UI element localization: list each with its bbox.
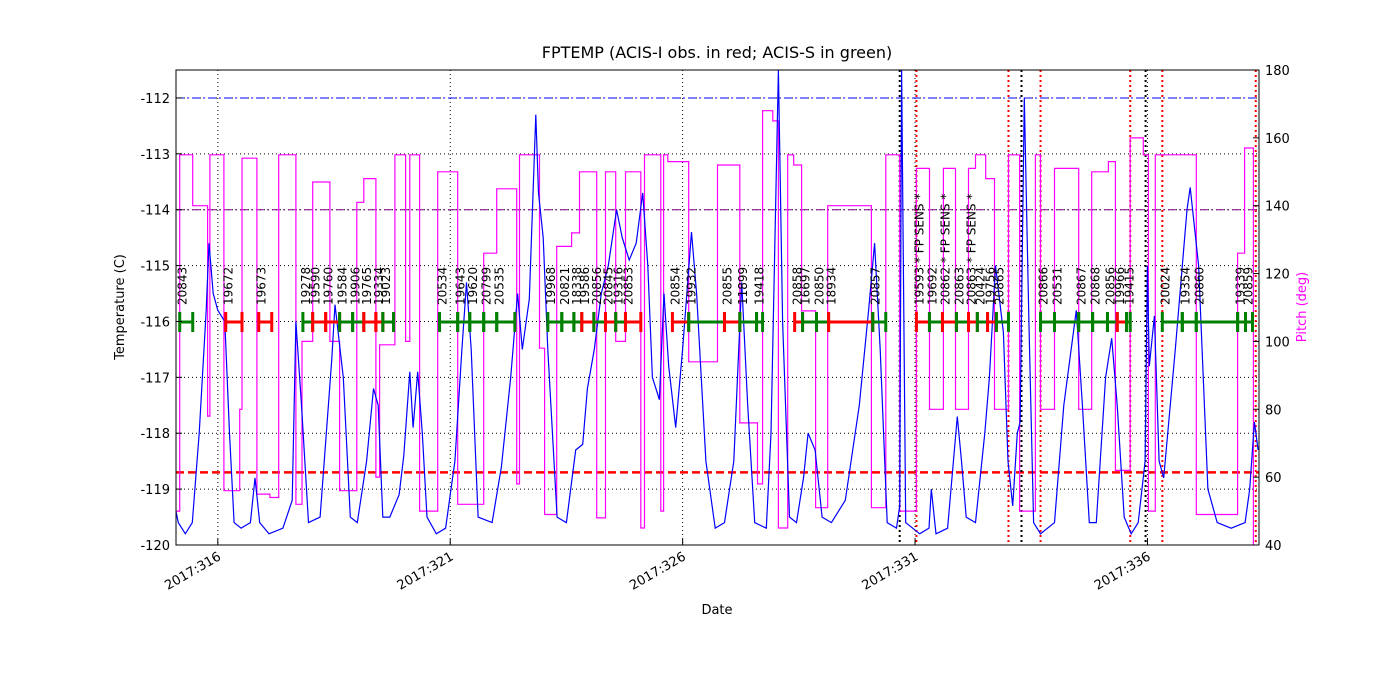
- observation-label: 20859: [1242, 267, 1256, 305]
- observation-label: 19765: [360, 267, 374, 305]
- observation-label: 20531: [1050, 267, 1064, 305]
- observation-label: 19620: [466, 267, 480, 305]
- y-tick-label: -113: [140, 148, 170, 163]
- observation-label: 19968: [544, 267, 558, 305]
- y2-tick-label: 160: [1265, 132, 1290, 147]
- observation-label: 19760: [322, 267, 336, 305]
- y2-tick-label: 120: [1265, 268, 1290, 283]
- observation-label: 19415: [1123, 267, 1137, 305]
- observation-label: 20865: [992, 267, 1006, 305]
- observation-label: 20854: [668, 267, 682, 305]
- chart-title: FPTEMP (ACIS-I obs. in red; ACIS-S in gr…: [542, 43, 892, 62]
- observation-label: 20799: [480, 267, 494, 305]
- y2-tick-label: 40: [1265, 539, 1282, 554]
- observation-label: 19590: [309, 267, 323, 305]
- observation-label: 20856: [590, 267, 604, 305]
- observation-label: 20024: [1158, 267, 1172, 305]
- y-tick-label: -120: [140, 539, 170, 554]
- observation-label: 20843: [176, 267, 190, 305]
- y-tick-label: -114: [140, 204, 170, 219]
- y-tick-label: -117: [140, 371, 170, 386]
- observation-label: 19672: [222, 267, 236, 305]
- y-tick-label: -116: [140, 315, 170, 330]
- observation-label: 19692: [925, 267, 939, 305]
- observation-label: 20424: [973, 267, 987, 305]
- observation-label: 20857: [869, 267, 883, 305]
- plot-frame: [175, 69, 1260, 546]
- observation-label: 19586: [578, 267, 592, 305]
- observation-label: 20860: [1192, 267, 1206, 305]
- observation-label: 20862 * FP SENS *: [938, 194, 952, 305]
- observation-label: 20534: [436, 267, 450, 305]
- y-axis-label: Temperature (C): [113, 254, 128, 361]
- observation-label: 19593 * FP SENS *: [912, 194, 926, 305]
- observation-label: 20853: [621, 267, 635, 305]
- observation-label: 20868: [1089, 267, 1103, 305]
- observation-label: 16697: [799, 267, 813, 305]
- observation-label: 19756: [984, 267, 998, 305]
- observation-label: 20863: [952, 267, 966, 305]
- y-tick-label: -112: [140, 92, 170, 107]
- observation-label: 19334: [372, 267, 386, 305]
- observation-label: 19584: [336, 267, 350, 305]
- observation-label: 19966: [1113, 267, 1127, 305]
- y2-tick-label: 80: [1265, 403, 1282, 418]
- observation-label: 20535: [493, 267, 507, 305]
- observation-label: 20863 * FP SENS *: [964, 194, 978, 305]
- observation-label: 19906: [349, 267, 363, 305]
- observation-label: 19673: [255, 267, 269, 305]
- observation-label: 20821: [558, 267, 572, 305]
- series-line: [176, 110, 1255, 545]
- y2-tick-label: 140: [1265, 200, 1290, 215]
- observation-label: 20866: [1037, 267, 1051, 305]
- observation-label: 18934: [825, 267, 839, 305]
- observation-label: 19278: [299, 267, 313, 305]
- observation-label: 19354: [1178, 267, 1192, 305]
- observation-label: 19932: [685, 267, 699, 305]
- observation-label: 18338: [570, 267, 584, 305]
- observation-label: 11899: [736, 267, 750, 305]
- observation-label: 19023: [379, 267, 393, 305]
- y2-tick-label: 100: [1265, 335, 1290, 350]
- y2-tick-label: 60: [1265, 471, 1282, 486]
- observation-label: 19316: [612, 267, 626, 305]
- y-tick-label: -119: [140, 483, 170, 498]
- observation-label: 20845: [601, 267, 615, 305]
- y2-axis-label: Pitch (deg): [1295, 272, 1310, 342]
- observation-label: 19643: [454, 267, 468, 305]
- observation-label: 20856: [1103, 267, 1117, 305]
- plot-area: [176, 70, 1259, 545]
- observation-label: 19339: [1234, 267, 1248, 305]
- observation-label: 20850: [813, 267, 827, 305]
- observation-label: 20855: [720, 267, 734, 305]
- observation-label: 20858: [791, 267, 805, 305]
- y2-tick-label: 180: [1265, 64, 1290, 79]
- y-tick-label: -115: [140, 260, 170, 275]
- x-axis-label: Date: [701, 603, 732, 618]
- series-line: [176, 70, 1259, 536]
- y-tick-label: -118: [140, 427, 170, 442]
- observation-label: 19418: [753, 267, 767, 305]
- observation-label: 20867: [1075, 267, 1089, 305]
